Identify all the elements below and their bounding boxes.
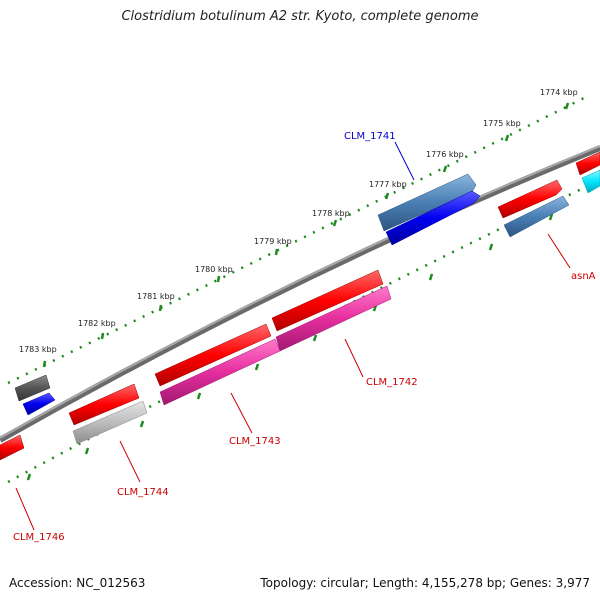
gene-CLM_1743-red[interactable] bbox=[154, 323, 272, 387]
tick-label: 1777 kbp bbox=[369, 180, 407, 189]
gene-CLM_1744-red[interactable] bbox=[68, 383, 140, 426]
label-CLM_1743[interactable]: CLM_1743 bbox=[229, 436, 281, 447]
outer-ruler bbox=[7, 93, 591, 385]
leader-line-CLM_1741 bbox=[394, 141, 415, 181]
label-asnA[interactable]: asnA bbox=[571, 271, 596, 282]
tick-label: 1783 kbp bbox=[19, 345, 57, 354]
tick-label: 1776 kbp bbox=[426, 150, 464, 159]
tick-label: 1781 kbp bbox=[137, 292, 175, 301]
leader-line-CLM_1743 bbox=[230, 392, 253, 434]
gene-CLM_1743-magenta[interactable] bbox=[159, 338, 281, 406]
gene-CLM_1742-red[interactable] bbox=[271, 269, 384, 332]
ruler-ticks bbox=[42, 102, 570, 368]
gene-blue-small[interactable] bbox=[22, 392, 56, 416]
tick-label: 1778 kbp bbox=[312, 209, 350, 218]
leader-line-CLM_1742 bbox=[344, 338, 364, 378]
gene-dark-grey[interactable] bbox=[14, 374, 51, 402]
gene-CLM_1746-red[interactable] bbox=[0, 434, 25, 461]
genome-summary-text: Topology: circular; Length: 4,155,278 bp… bbox=[260, 576, 590, 590]
leader-line-asnA bbox=[547, 233, 571, 269]
accession-text: Accession: NC_012563 bbox=[9, 576, 146, 590]
tick-label: 1779 kbp bbox=[254, 237, 292, 246]
inner-ruler-ticks bbox=[26, 213, 554, 481]
label-CLM_1744[interactable]: CLM_1744 bbox=[117, 487, 169, 498]
leader-line-CLM_1746 bbox=[15, 487, 35, 531]
gene-asnA-arrow[interactable] bbox=[503, 195, 570, 238]
gene-cds-red-2[interactable] bbox=[575, 151, 600, 176]
tick-label: 1782 kbp bbox=[78, 319, 116, 328]
map-title: Clostridium botulinum A2 str. Kyoto, com… bbox=[121, 9, 479, 24]
gene-CLM_1741-arrow[interactable] bbox=[377, 173, 477, 232]
gene-CLM_1744-grey[interactable] bbox=[72, 400, 148, 445]
gene-cds-red-1[interactable] bbox=[497, 179, 563, 219]
backbone-highlight bbox=[0, 145, 600, 439]
tick-label: 1780 kbp bbox=[195, 265, 233, 274]
tick-label: 1774 kbp bbox=[540, 88, 578, 97]
label-CLM_1742[interactable]: CLM_1742 bbox=[366, 377, 418, 388]
genome-backbone bbox=[0, 145, 600, 443]
gene-CLM_1742-magenta[interactable] bbox=[275, 285, 392, 352]
label-CLM_1741[interactable]: CLM_1741 bbox=[344, 131, 396, 142]
tick-label: 1775 kbp bbox=[483, 119, 521, 128]
leader-line-CLM_1744 bbox=[119, 440, 141, 483]
gene-cyan[interactable] bbox=[581, 169, 600, 194]
gene-CLM_1741-blue-arrow[interactable] bbox=[385, 190, 481, 246]
label-CLM_1746[interactable]: CLM_1746 bbox=[13, 532, 65, 543]
